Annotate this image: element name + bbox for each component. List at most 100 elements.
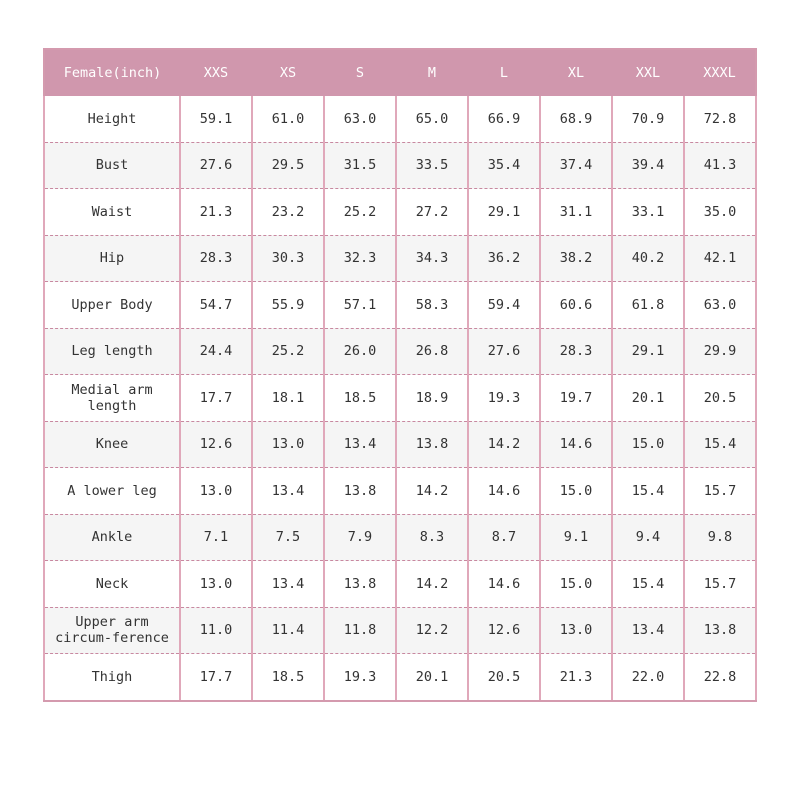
measurement-value: 63.0 bbox=[683, 281, 757, 329]
measurement-value: 35.4 bbox=[467, 142, 541, 189]
size-chart-body: Height 59.1 61.0 63.0 65.0 66.9 68.9 70.9 72.8 Bu… bbox=[43, 96, 757, 702]
measurement-value: 20.1 bbox=[611, 374, 685, 422]
measurement-value: 26.0 bbox=[323, 328, 397, 375]
measurement-value: 9.8 bbox=[683, 514, 757, 561]
measurement-value: 29.5 bbox=[251, 142, 325, 189]
measurement-value: 70.9 bbox=[611, 96, 685, 143]
measurement-value: 14.6 bbox=[539, 421, 613, 468]
table-row: Thigh 17.7 18.5 19.3 20.1 20.5 21.3 22.0 22.8 bbox=[43, 653, 757, 702]
measurement-value: 30.3 bbox=[251, 235, 325, 282]
measurement-value: 58.3 bbox=[395, 281, 469, 329]
measurement-value: 13.4 bbox=[611, 607, 685, 654]
header-size-xs: XS bbox=[252, 49, 324, 96]
measurement-value: 42.1 bbox=[683, 235, 757, 282]
header-unit-label: Female(inch) bbox=[44, 49, 180, 96]
measurement-value: 21.3 bbox=[539, 653, 613, 702]
measurement-value: 15.4 bbox=[611, 560, 685, 608]
measurement-value: 26.8 bbox=[395, 328, 469, 375]
measurement-value: 14.6 bbox=[467, 560, 541, 608]
measurement-label: Bust bbox=[43, 142, 181, 189]
measurement-value: 40.2 bbox=[611, 235, 685, 282]
size-chart-table: Female(inch) XXS XS S M L XL XXL XXXL Height 59.1… bbox=[43, 48, 757, 702]
measurement-value: 31.1 bbox=[539, 188, 613, 236]
measurement-value: 15.0 bbox=[539, 560, 613, 608]
measurement-value: 27.6 bbox=[467, 328, 541, 375]
measurement-value: 14.2 bbox=[467, 421, 541, 468]
measurement-value: 19.3 bbox=[467, 374, 541, 422]
measurement-value: 35.0 bbox=[683, 188, 757, 236]
header-size-xxl: XXL bbox=[612, 49, 684, 96]
measurement-value: 29.1 bbox=[467, 188, 541, 236]
measurement-value: 13.0 bbox=[539, 607, 613, 654]
table-row: Neck 13.0 13.4 13.8 14.2 14.6 15.0 15.4 15.7 bbox=[43, 560, 757, 608]
measurement-value: 29.9 bbox=[683, 328, 757, 375]
measurement-value: 14.6 bbox=[467, 467, 541, 515]
table-row: Medial arm length 17.7 18.1 18.5 18.9 19.3 19.… bbox=[43, 374, 757, 422]
table-row: A lower leg 13.0 13.4 13.8 14.2 14.6 15.0 15.4 1… bbox=[43, 467, 757, 515]
measurement-value: 57.1 bbox=[323, 281, 397, 329]
measurement-value: 11.0 bbox=[179, 607, 253, 654]
measurement-value: 9.1 bbox=[539, 514, 613, 561]
measurement-value: 13.8 bbox=[323, 467, 397, 515]
measurement-label: Leg length bbox=[43, 328, 181, 375]
table-row: Knee 12.6 13.0 13.4 13.8 14.2 14.6 15.0 15.4 bbox=[43, 421, 757, 468]
measurement-value: 15.4 bbox=[683, 421, 757, 468]
measurement-value: 27.2 bbox=[395, 188, 469, 236]
table-row: Upper arm circum-ference 11.0 11.4 11.8 12.2… bbox=[43, 607, 757, 654]
measurement-value: 13.8 bbox=[395, 421, 469, 468]
measurement-label: Ankle bbox=[43, 514, 181, 561]
measurement-value: 18.5 bbox=[251, 653, 325, 702]
measurement-value: 13.0 bbox=[251, 421, 325, 468]
measurement-value: 65.0 bbox=[395, 96, 469, 143]
measurement-value: 61.0 bbox=[251, 96, 325, 143]
table-row: Leg length 24.4 25.2 26.0 26.8 27.6 28.3 29.1 29… bbox=[43, 328, 757, 375]
measurement-label: Neck bbox=[43, 560, 181, 608]
measurement-value: 18.1 bbox=[251, 374, 325, 422]
measurement-value: 28.3 bbox=[179, 235, 253, 282]
measurement-value: 9.4 bbox=[611, 514, 685, 561]
measurement-label: Knee bbox=[43, 421, 181, 468]
measurement-value: 15.7 bbox=[683, 560, 757, 608]
measurement-value: 25.2 bbox=[251, 328, 325, 375]
measurement-value: 28.3 bbox=[539, 328, 613, 375]
header-size-xxs: XXS bbox=[180, 49, 252, 96]
measurement-value: 19.3 bbox=[323, 653, 397, 702]
measurement-value: 15.0 bbox=[611, 421, 685, 468]
size-chart-header: Female(inch) XXS XS S M L XL XXL XXXL bbox=[44, 49, 756, 96]
measurement-label: Thigh bbox=[43, 653, 181, 702]
measurement-value: 29.1 bbox=[611, 328, 685, 375]
table-row: Bust 27.6 29.5 31.5 33.5 35.4 37.4 39.4 41.3 bbox=[43, 142, 757, 189]
header-size-m: M bbox=[396, 49, 468, 96]
header-size-l: L bbox=[468, 49, 540, 96]
measurement-label: Height bbox=[43, 96, 181, 143]
measurement-value: 18.9 bbox=[395, 374, 469, 422]
measurement-value: 72.8 bbox=[683, 96, 757, 143]
measurement-label: Medial arm length bbox=[43, 374, 181, 422]
measurement-value: 13.0 bbox=[179, 560, 253, 608]
header-size-xxxl: XXXL bbox=[684, 49, 756, 96]
measurement-value: 21.3 bbox=[179, 188, 253, 236]
measurement-value: 31.5 bbox=[323, 142, 397, 189]
measurement-value: 27.6 bbox=[179, 142, 253, 189]
measurement-value: 38.2 bbox=[539, 235, 613, 282]
measurement-value: 15.0 bbox=[539, 467, 613, 515]
measurement-value: 18.5 bbox=[323, 374, 397, 422]
measurement-value: 37.4 bbox=[539, 142, 613, 189]
measurement-value: 15.4 bbox=[611, 467, 685, 515]
measurement-value: 60.6 bbox=[539, 281, 613, 329]
measurement-value: 63.0 bbox=[323, 96, 397, 143]
measurement-value: 33.5 bbox=[395, 142, 469, 189]
measurement-value: 20.5 bbox=[467, 653, 541, 702]
measurement-value: 32.3 bbox=[323, 235, 397, 282]
measurement-value: 7.9 bbox=[323, 514, 397, 561]
measurement-value: 13.4 bbox=[251, 467, 325, 515]
measurement-value: 17.7 bbox=[179, 374, 253, 422]
measurement-value: 34.3 bbox=[395, 235, 469, 282]
measurement-value: 68.9 bbox=[539, 96, 613, 143]
measurement-value: 7.5 bbox=[251, 514, 325, 561]
measurement-value: 22.0 bbox=[611, 653, 685, 702]
measurement-value: 41.3 bbox=[683, 142, 757, 189]
table-row: Ankle 7.1 7.5 7.9 8.3 8.7 9.1 9.4 9.8 bbox=[43, 514, 757, 561]
measurement-label: Waist bbox=[43, 188, 181, 236]
header-row: Female(inch) XXS XS S M L XL XXL XXXL bbox=[44, 49, 756, 96]
